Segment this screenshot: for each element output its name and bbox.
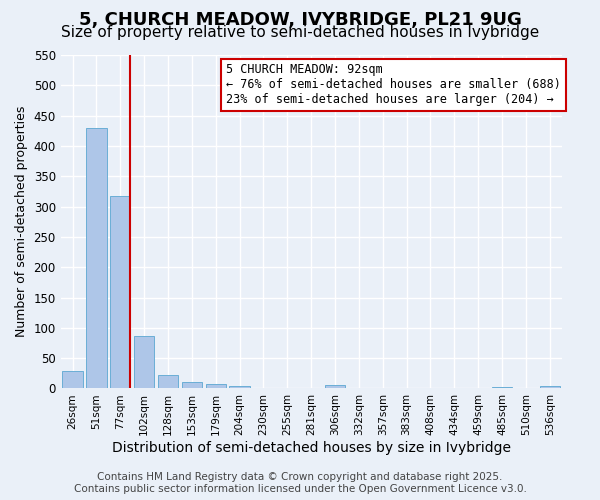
Text: 5, CHURCH MEADOW, IVYBRIDGE, PL21 9UG: 5, CHURCH MEADOW, IVYBRIDGE, PL21 9UG: [79, 11, 521, 29]
X-axis label: Distribution of semi-detached houses by size in Ivybridge: Distribution of semi-detached houses by …: [112, 441, 511, 455]
Bar: [229, 386, 250, 388]
Bar: [62, 372, 83, 388]
Y-axis label: Number of semi-detached properties: Number of semi-detached properties: [15, 106, 28, 338]
Bar: [182, 382, 202, 388]
Bar: [158, 374, 178, 388]
Bar: [325, 386, 345, 388]
Bar: [86, 128, 107, 388]
Bar: [110, 196, 130, 388]
Bar: [134, 336, 154, 388]
Bar: [492, 386, 512, 388]
Bar: [206, 384, 226, 388]
Bar: [539, 386, 560, 388]
Text: Size of property relative to semi-detached houses in Ivybridge: Size of property relative to semi-detach…: [61, 25, 539, 40]
Text: 5 CHURCH MEADOW: 92sqm
← 76% of semi-detached houses are smaller (688)
23% of se: 5 CHURCH MEADOW: 92sqm ← 76% of semi-det…: [226, 64, 561, 106]
Text: Contains HM Land Registry data © Crown copyright and database right 2025.
Contai: Contains HM Land Registry data © Crown c…: [74, 472, 526, 494]
